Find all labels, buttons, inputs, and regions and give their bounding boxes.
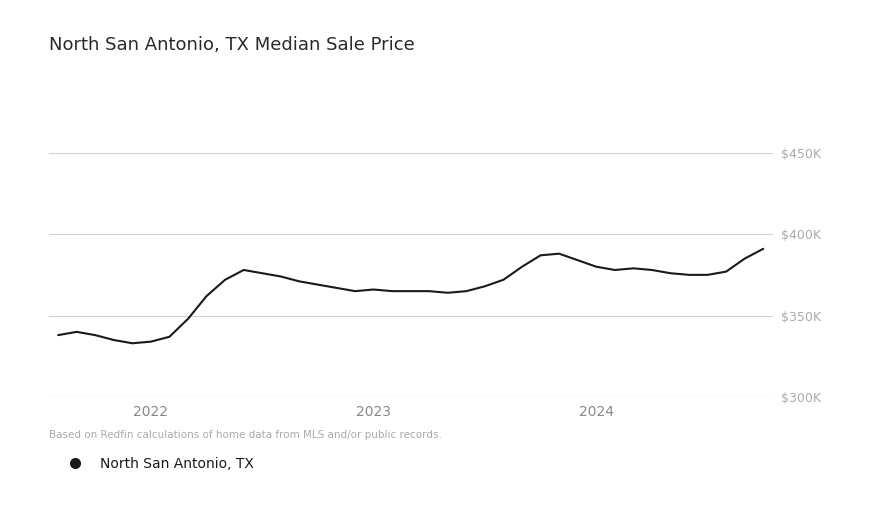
Text: North San Antonio, TX Median Sale Price: North San Antonio, TX Median Sale Price <box>49 36 415 53</box>
Legend: North San Antonio, TX: North San Antonio, TX <box>56 451 259 476</box>
Text: Based on Redfin calculations of home data from MLS and/or public records.: Based on Redfin calculations of home dat… <box>49 430 441 440</box>
